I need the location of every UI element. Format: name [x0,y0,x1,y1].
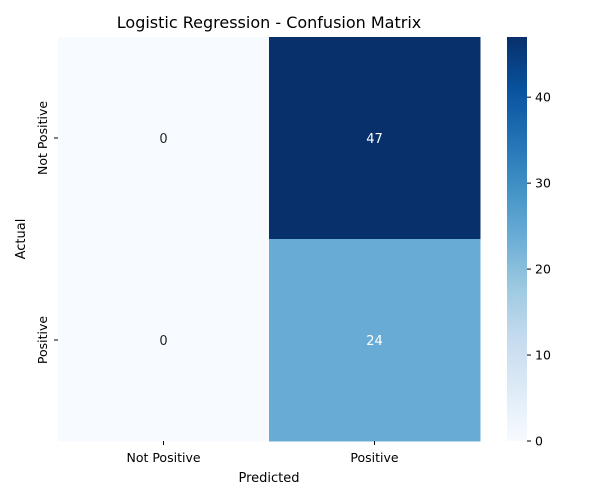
cell-value-label: 24 [366,334,383,349]
x-axis-ticks: Not Positive Positive [126,441,399,465]
heatmap-cells [58,37,481,442]
heatmap-cell [58,239,270,442]
colorbar-tick-label: 20 [535,262,551,277]
heatmap-cell [269,239,481,442]
colorbar-tick-label: 30 [535,176,551,191]
y-axis-label: Actual [14,219,29,260]
x-tick-label: Positive [350,450,398,465]
x-tick-label: Not Positive [126,450,200,465]
cell-value-label: 47 [366,132,383,147]
colorbar: 0 10 20 30 40 [507,37,551,449]
y-axis-ticks: Not Positive Positive [35,101,58,364]
heatmap-cell-labels: 0 47 0 24 [159,132,382,349]
y-tick-label: Positive [35,316,50,364]
heatmap-cell [58,37,270,240]
colorbar-tick-label: 40 [535,90,551,105]
colorbar-ticks: 0 10 20 30 40 [527,90,551,449]
cell-value-label: 0 [159,334,167,349]
y-tick-label: Not Positive [35,101,50,175]
colorbar-tick-label: 10 [535,348,551,363]
colorbar-tick-label: 0 [535,434,543,449]
heatmap-cell [269,37,481,240]
x-axis-label: Predicted [238,471,299,486]
colorbar-gradient [507,37,527,441]
chart-title: Logistic Regression - Confusion Matrix [117,13,421,32]
cell-value-label: 0 [159,132,167,147]
